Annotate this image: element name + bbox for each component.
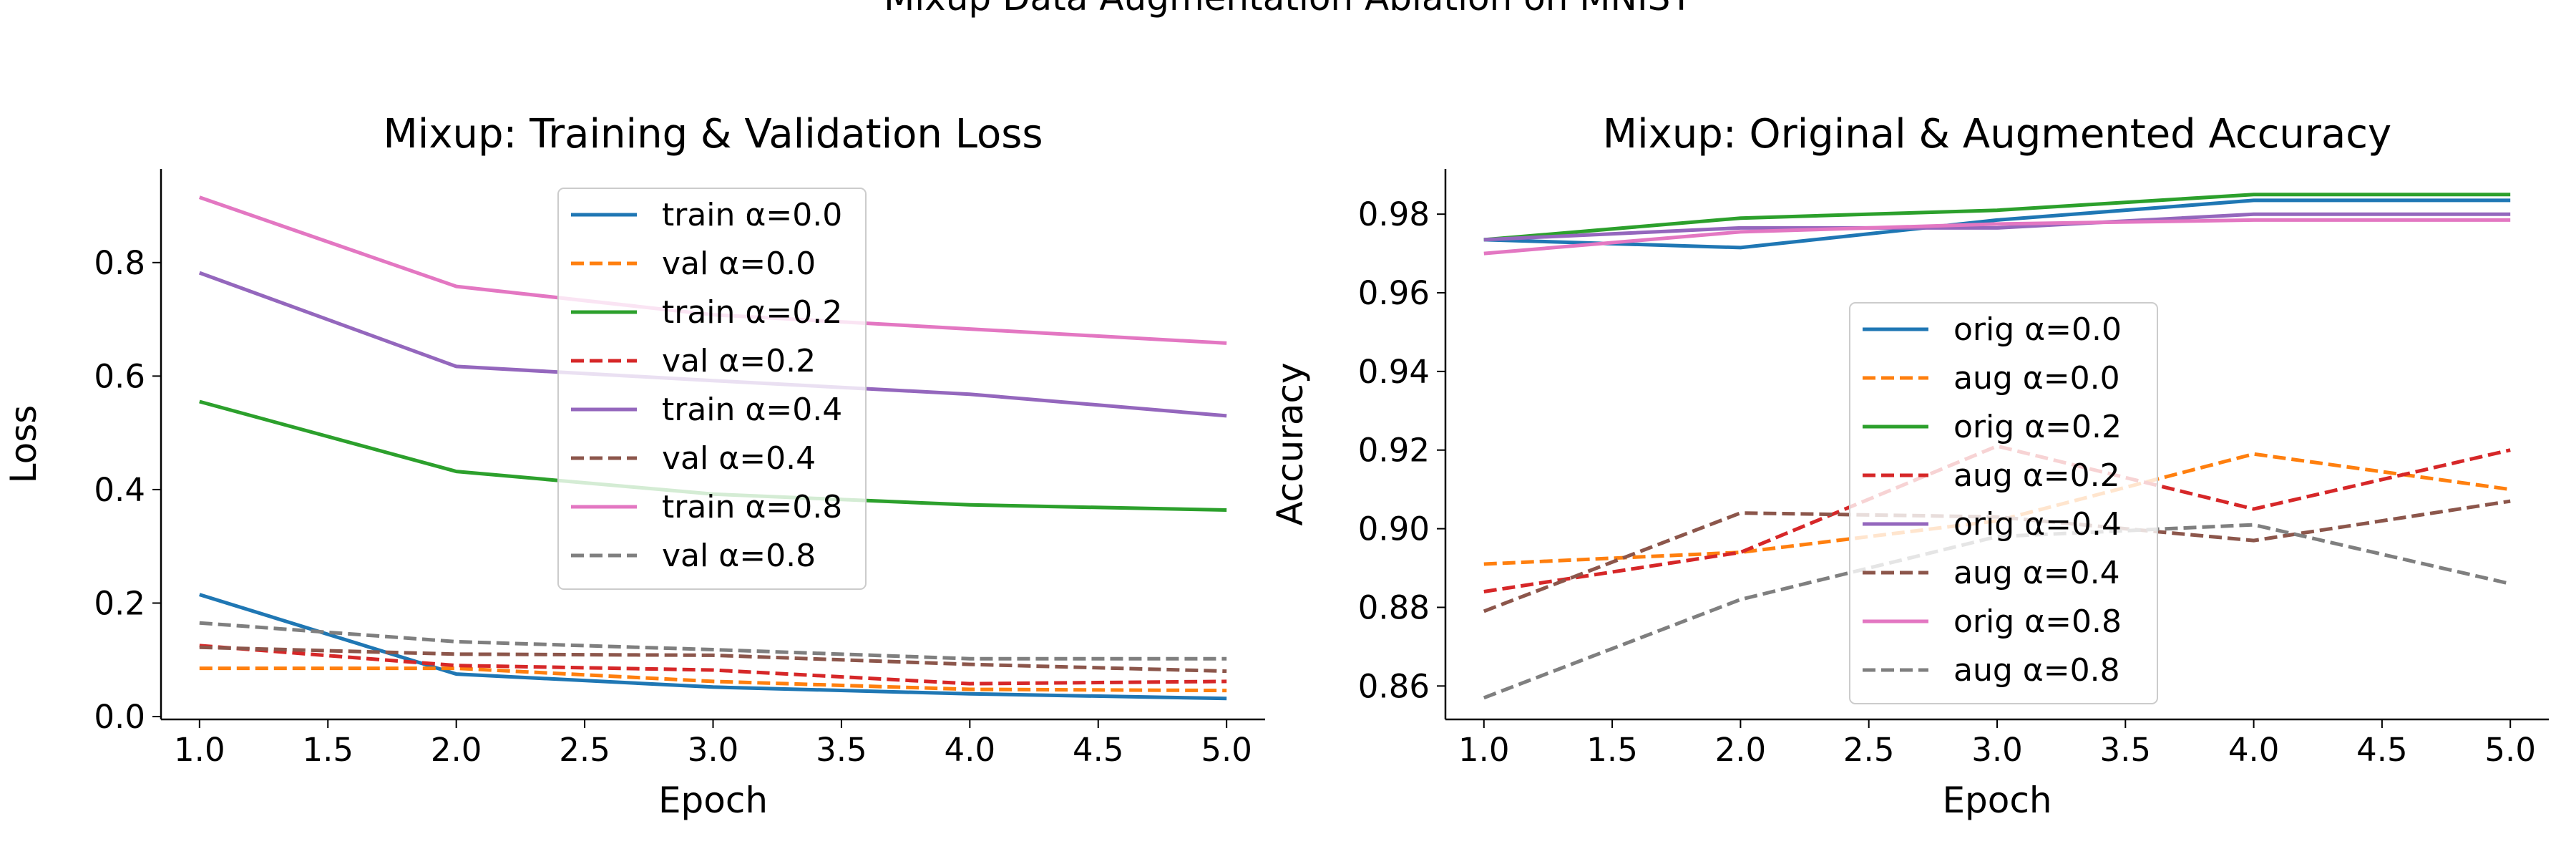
x-tick-label: 1.5 — [302, 731, 353, 769]
x-tick-label: 3.0 — [688, 731, 739, 769]
y-tick-label: 0.2 — [94, 584, 145, 622]
x-tick-label: 4.0 — [945, 731, 996, 769]
x-tick-label: 2.5 — [559, 731, 610, 769]
loss-chart: Mixup: Training & Validation Loss 1.0 1.5 2… — [3, 111, 1265, 821]
x-axis-label: Epoch — [1942, 780, 2051, 821]
legend-entry: train α=0.8 — [662, 489, 842, 525]
y-tick-label: 0.0 — [94, 698, 145, 736]
legend-entry: orig α=0.8 — [1953, 603, 2122, 640]
x-tick-label: 2.0 — [1715, 731, 1767, 769]
series-line — [1483, 198, 2511, 250]
legend-entry: train α=0.4 — [662, 392, 842, 428]
y-tick-label: 0.94 — [1358, 353, 1430, 391]
x-tick-label: 4.0 — [2228, 731, 2280, 769]
accuracy-chart: Mixup: Original & Augmented Accuracy 1.0 1… — [1269, 111, 2549, 821]
legend-entry: aug α=0.4 — [1953, 555, 2120, 591]
series-line — [1483, 218, 2511, 256]
legend-entry: val α=0.8 — [662, 538, 816, 574]
y-tick-label: 0.90 — [1358, 510, 1430, 548]
series-line — [199, 644, 1227, 686]
x-tick-label: 1.0 — [1458, 731, 1510, 769]
legend-entry: train α=0.2 — [662, 294, 842, 331]
x-tick-label: 5.0 — [2484, 731, 2536, 769]
series-line — [1483, 444, 2511, 593]
chart-title: Mixup: Original & Augmented Accuracy — [1603, 111, 2391, 157]
series-line — [1483, 212, 2511, 242]
chart-title: Mixup: Training & Validation Loss — [383, 111, 1043, 157]
y-tick-label: 0.92 — [1358, 432, 1430, 470]
series-line — [1483, 193, 2511, 242]
legend-entry: aug α=0.2 — [1953, 457, 2120, 494]
y-tick-label: 0.96 — [1358, 274, 1430, 312]
series-line — [199, 621, 1227, 661]
y-tick-label: 0.6 — [94, 357, 145, 395]
series-line — [1483, 523, 2511, 700]
x-tick-label: 2.5 — [1843, 731, 1895, 769]
series-line — [199, 645, 1227, 674]
x-tick-label: 4.5 — [2356, 731, 2408, 769]
series-line — [199, 593, 1227, 701]
legend-entry: aug α=0.8 — [1953, 652, 2120, 689]
y-tick-label: 0.4 — [94, 471, 145, 509]
y-axis-label: Loss — [3, 405, 44, 484]
y-tick-label: 0.98 — [1358, 195, 1430, 233]
x-tick-label: 4.5 — [1073, 731, 1124, 769]
series-line — [1483, 452, 2511, 566]
x-tick-label: 3.5 — [2100, 731, 2152, 769]
legend-entry: orig α=0.0 — [1953, 311, 2122, 348]
x-axis-label: Epoch — [658, 780, 768, 821]
legend-box — [1849, 302, 2158, 704]
x-tick-label: 3.5 — [816, 731, 867, 769]
x-tick-label: 2.0 — [431, 731, 482, 769]
legend-entry: val α=0.4 — [662, 440, 816, 477]
y-tick-label: 0.88 — [1358, 588, 1430, 626]
legend-entry: aug α=0.0 — [1953, 360, 2120, 397]
x-tick-label: 3.0 — [1971, 731, 2023, 769]
x-tick-label: 1.0 — [174, 731, 225, 769]
y-tick-label: 0.86 — [1358, 667, 1430, 705]
legend-entry: orig α=0.4 — [1953, 506, 2122, 543]
legend-entry: orig α=0.2 — [1953, 409, 2122, 445]
legend-entry: val α=0.0 — [662, 246, 816, 282]
x-tick-label: 5.0 — [1201, 731, 1252, 769]
y-axis-label: Accuracy — [1269, 362, 1311, 525]
legend-entry: val α=0.2 — [662, 343, 816, 379]
legend-entry: train α=0.0 — [662, 197, 842, 233]
legend-box — [557, 188, 867, 590]
figure-suptitle: Mixup Data Augmentation Ablation on MNIS… — [884, 0, 1692, 19]
y-tick-label: 0.8 — [94, 244, 145, 282]
x-tick-label: 1.5 — [1586, 731, 1638, 769]
series-line — [199, 666, 1227, 693]
